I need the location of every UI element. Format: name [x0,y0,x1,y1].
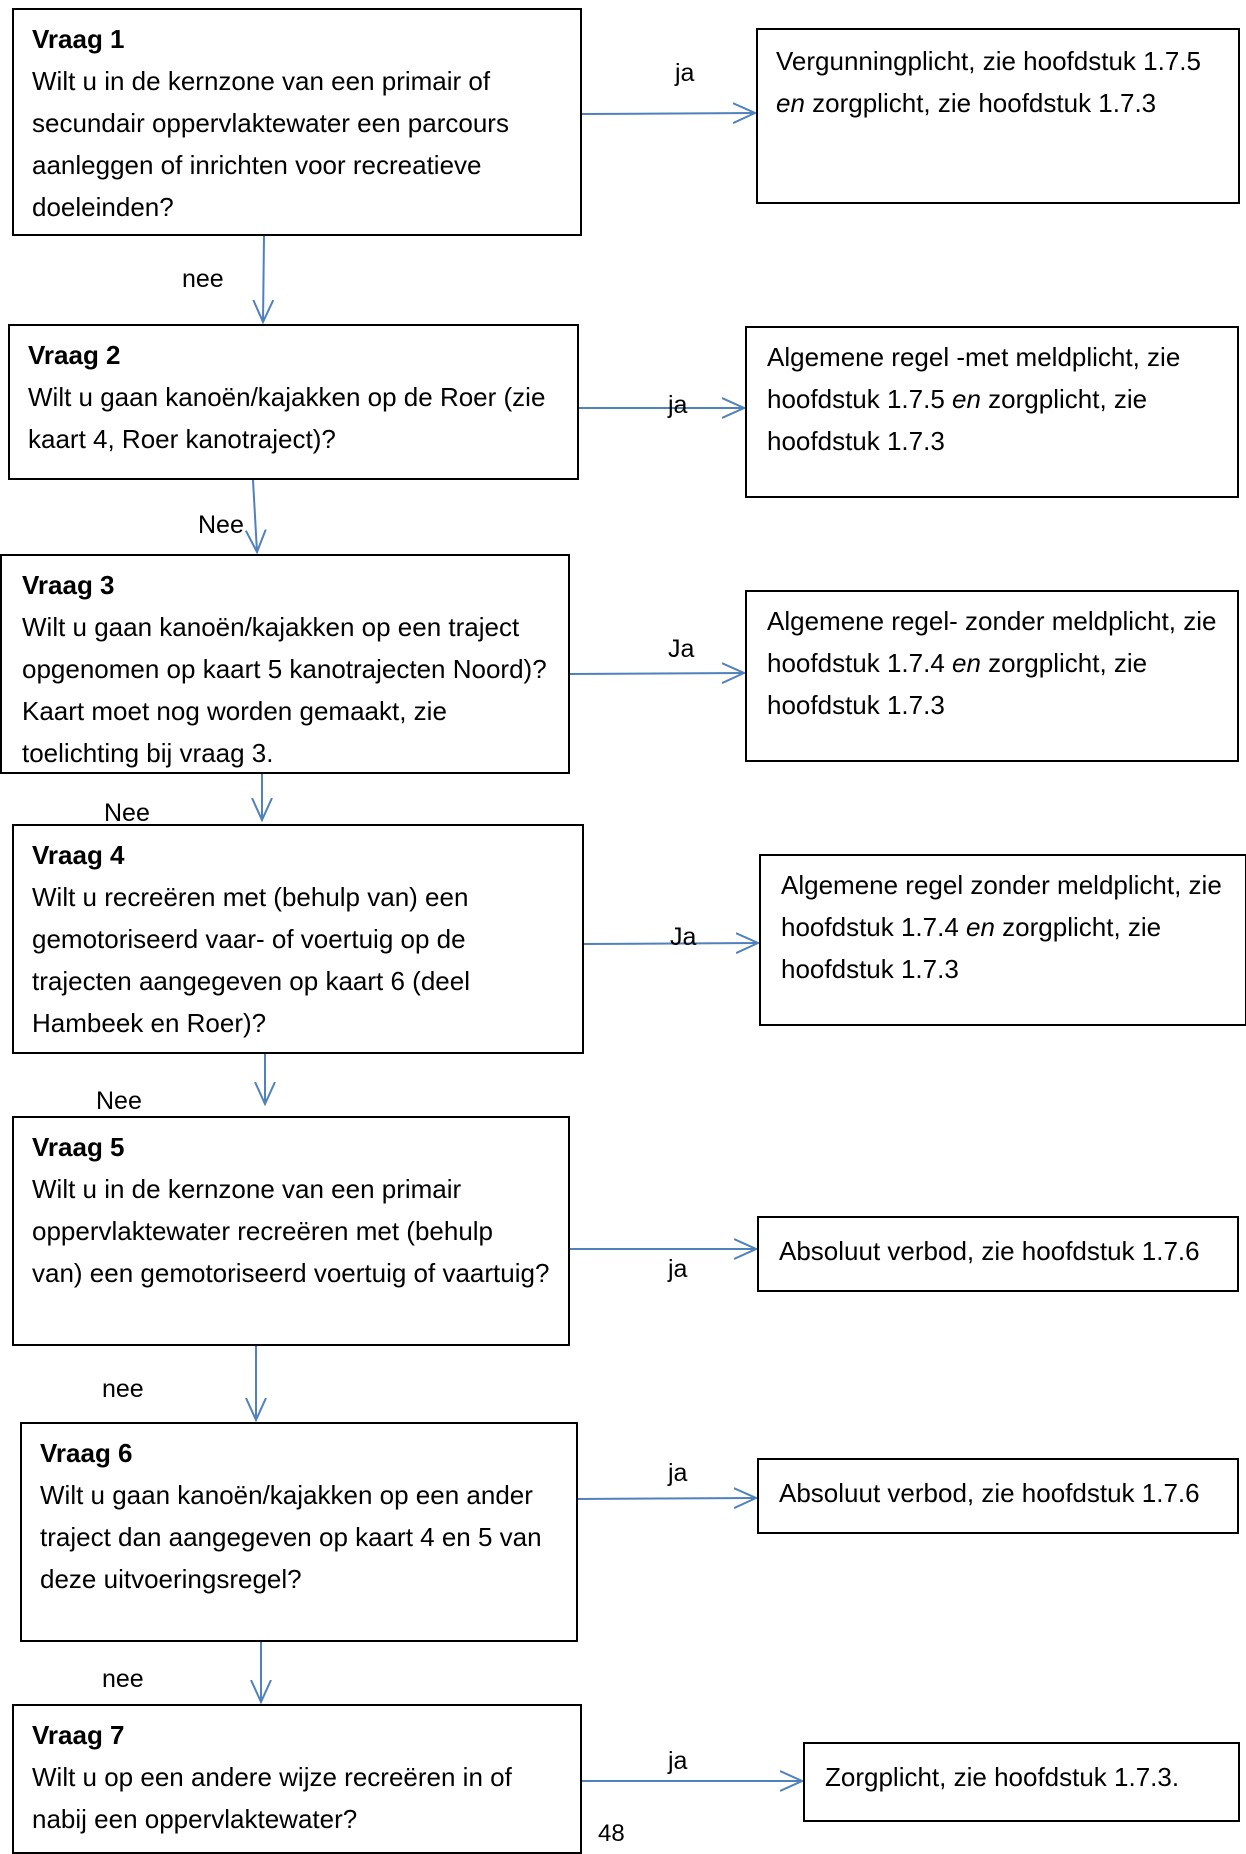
question-title: Vraag 5 [32,1132,125,1162]
answer-text-rest: zorgplicht, zie hoofdstuk 1.7.3 [767,648,1148,720]
answer-text-rest: zorgplicht, zie hoofdstuk 1.7.3 [767,384,1148,456]
yes-label-6: ja [668,1459,688,1487]
no-label-2: Nee [198,511,244,539]
question-box-1: Vraag 1 Wilt u in de kernzone van een pr… [12,8,582,236]
yes-label-5: ja [668,1255,688,1283]
no-arrow-1 [263,235,264,322]
yes-arrow-6 [575,1498,756,1499]
answer-box-4: Algemene regel zonder meldplicht, zie ho… [759,854,1246,1026]
question-box-2: Vraag 2 Wilt u gaan kanoën/kajakken op d… [8,324,579,480]
answer-emphasis: en [966,912,995,942]
question-text: Wilt u in de kernzone van een primair of… [32,66,509,222]
question-text: Wilt u recreëren met (behulp van) een ge… [32,882,470,1038]
answer-text-rest: zorgplicht, zie hoofdstuk 1.7.3 [804,88,1157,118]
answer-box-3: Algemene regel- zonder meldplicht, zie h… [745,590,1239,762]
yes-arrow-4 [581,943,758,944]
answer-emphasis: en [952,384,981,414]
question-title: Vraag 3 [22,570,115,600]
question-text: Wilt u gaan kanoën/kajakken op een traje… [22,612,547,768]
question-box-3: Vraag 3 Wilt u gaan kanoën/kajakken op e… [0,554,570,774]
answer-text: Algemene regel- zonder meldplicht, zie h… [767,606,1217,678]
question-title: Vraag 1 [32,24,125,54]
question-title: Vraag 7 [32,1720,125,1750]
no-label-1: nee [182,265,224,293]
yes-arrow-3 [567,673,744,674]
question-box-5: Vraag 5 Wilt u in de kernzone van een pr… [12,1116,570,1346]
no-label-3: Nee [104,799,150,827]
answer-box-5: Absoluut verbod, zie hoofdstuk 1.7.6 [757,1216,1239,1292]
answer-emphasis: en [776,88,805,118]
question-box-7: Vraag 7 Wilt u op een andere wijze recre… [12,1704,582,1854]
answer-box-7: Zorgplicht, zie hoofdstuk 1.7.3. [803,1742,1240,1822]
answer-box-1: Vergunningplicht, zie hoofdstuk 1.7.5 en… [756,28,1240,204]
yes-label-1: ja [675,59,695,87]
no-label-4: Nee [96,1087,142,1115]
answer-text: Vergunningplicht, zie hoofdstuk 1.7.5 [776,46,1201,76]
yes-label-7: ja [668,1747,688,1775]
question-title: Vraag 6 [40,1438,133,1468]
answer-text: Algemene regel -met meldplicht, zie hoof… [767,342,1181,414]
yes-arrow-1 [581,113,755,114]
yes-label-2: ja [668,391,688,419]
question-text: Wilt u op een andere wijze recreëren in … [32,1762,512,1834]
no-label-5: nee [102,1375,144,1403]
answer-emphasis: en [952,648,981,678]
question-box-4: Vraag 4 Wilt u recreëren met (behulp van… [12,824,584,1054]
answer-box-2: Algemene regel -met meldplicht, zie hoof… [745,326,1239,498]
question-text: Wilt u gaan kanoën/kajakken op de Roer (… [28,382,546,454]
yes-label-3: Ja [668,635,695,663]
no-label-6: nee [102,1665,144,1693]
answer-text: Algemene regel zonder meldplicht, zie ho… [781,870,1222,942]
question-title: Vraag 2 [28,340,121,370]
answer-text-rest: zorgplicht, zie hoofdstuk 1.7.3 [781,912,1162,984]
question-box-6: Vraag 6 Wilt u gaan kanoën/kajakken op e… [20,1422,578,1642]
answer-box-6: Absoluut verbod, zie hoofdstuk 1.7.6 [757,1458,1239,1534]
page-number: 48 [598,1820,625,1847]
answer-text: Absoluut verbod, zie hoofdstuk 1.7.6 [779,1236,1200,1266]
answer-text: Zorgplicht, zie hoofdstuk 1.7.3. [825,1762,1180,1792]
question-text: Wilt u gaan kanoën/kajakken op een ander… [40,1480,542,1594]
question-title: Vraag 4 [32,840,125,870]
yes-label-4: Ja [670,923,697,951]
answer-text: Absoluut verbod, zie hoofdstuk 1.7.6 [779,1478,1200,1508]
no-arrow-2 [253,479,257,552]
question-text: Wilt u in de kernzone van een primair op… [32,1174,550,1288]
